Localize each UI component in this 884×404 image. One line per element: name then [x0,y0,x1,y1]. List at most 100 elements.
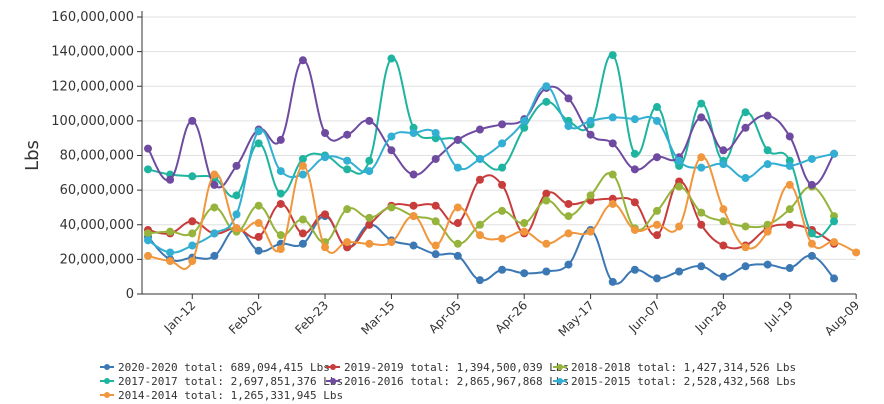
legend-item[interactable]: 2017-2017 total: 2,697,851,376 Lbs [100,375,343,388]
data-point[interactable] [453,203,462,212]
data-point[interactable] [608,277,617,286]
data-point[interactable] [188,172,197,181]
data-point[interactable] [387,54,396,63]
data-point[interactable] [741,108,750,117]
data-point[interactable] [498,163,507,172]
data-point[interactable] [785,205,794,214]
data-point[interactable] [807,239,816,248]
data-point[interactable] [630,265,639,274]
data-point[interactable] [365,156,374,165]
data-point[interactable] [564,94,573,103]
data-point[interactable] [188,217,197,226]
data-point[interactable] [564,260,573,269]
data-point[interactable] [652,231,661,240]
data-point[interactable] [675,222,684,231]
data-point[interactable] [321,210,330,219]
data-point[interactable] [475,175,484,184]
data-point[interactable] [807,154,816,163]
data-point[interactable] [564,122,573,131]
data-point[interactable] [675,267,684,276]
data-point[interactable] [652,116,661,125]
data-point[interactable] [608,51,617,60]
data-point[interactable] [697,153,706,162]
data-point[interactable] [807,251,816,260]
data-point[interactable] [409,212,418,221]
data-point[interactable] [564,212,573,221]
data-point[interactable] [785,264,794,273]
data-point[interactable] [719,205,728,214]
data-point[interactable] [343,130,352,139]
data-point[interactable] [763,227,772,236]
data-point[interactable] [387,132,396,141]
data-point[interactable] [166,257,175,266]
data-point[interactable] [387,146,396,155]
data-point[interactable] [254,139,263,148]
data-point[interactable] [652,274,661,283]
data-point[interactable] [321,128,330,137]
data-point[interactable] [475,231,484,240]
data-point[interactable] [586,227,595,236]
data-point[interactable] [409,128,418,137]
data-point[interactable] [830,217,839,226]
data-point[interactable] [630,115,639,124]
data-point[interactable] [144,251,152,260]
data-point[interactable] [475,276,484,285]
data-point[interactable] [409,201,418,210]
data-point[interactable] [498,265,507,274]
data-point[interactable] [852,248,861,257]
data-point[interactable] [453,251,462,260]
data-point[interactable] [586,191,595,200]
data-point[interactable] [652,220,661,229]
data-point[interactable] [254,127,263,136]
data-point[interactable] [321,153,330,162]
data-point[interactable] [276,189,285,198]
data-point[interactable] [188,241,197,250]
data-point[interactable] [144,229,152,238]
data-point[interactable] [365,167,374,176]
data-point[interactable] [321,243,330,252]
data-point[interactable] [652,103,661,112]
data-point[interactable] [431,217,440,226]
data-point[interactable] [498,139,507,148]
data-point[interactable] [741,243,750,252]
legend-item[interactable]: 2020-2020 total: 689,094,415 Lbs [100,361,330,374]
legend-item[interactable]: 2019-2019 total: 1,394,500,039 Lbs [326,361,569,374]
data-point[interactable] [343,238,352,247]
data-point[interactable] [453,163,462,172]
data-point[interactable] [144,144,152,153]
data-point[interactable] [652,206,661,215]
data-point[interactable] [254,246,263,255]
legend-item[interactable]: 2015-2015 total: 2,528,432,568 Lbs [553,375,796,388]
legend-item[interactable]: 2016-2016 total: 2,865,967,868 Lbs [326,375,569,388]
data-point[interactable] [830,149,839,158]
data-point[interactable] [763,160,772,169]
data-point[interactable] [520,116,529,125]
data-point[interactable] [365,220,374,229]
data-point[interactable] [542,196,551,205]
data-point[interactable] [586,116,595,125]
data-point[interactable] [520,269,529,278]
data-point[interactable] [697,208,706,217]
data-point[interactable] [498,180,507,189]
data-point[interactable] [608,170,617,179]
data-point[interactable] [520,227,529,236]
data-point[interactable] [298,215,307,224]
data-point[interactable] [475,154,484,163]
data-point[interactable] [763,111,772,120]
legend-item[interactable]: 2018-2018 total: 1,427,314,526 Lbs [553,361,796,374]
data-point[interactable] [719,217,728,226]
data-point[interactable] [741,222,750,231]
data-point[interactable] [675,156,684,165]
data-point[interactable] [741,262,750,271]
data-point[interactable] [453,219,462,228]
data-point[interactable] [210,170,219,179]
data-point[interactable] [431,128,440,137]
data-point[interactable] [188,229,197,238]
data-point[interactable] [276,231,285,240]
data-point[interactable] [719,272,728,281]
data-point[interactable] [298,239,307,248]
data-point[interactable] [542,97,551,106]
data-point[interactable] [719,146,728,155]
data-point[interactable] [697,220,706,229]
data-point[interactable] [365,213,374,222]
